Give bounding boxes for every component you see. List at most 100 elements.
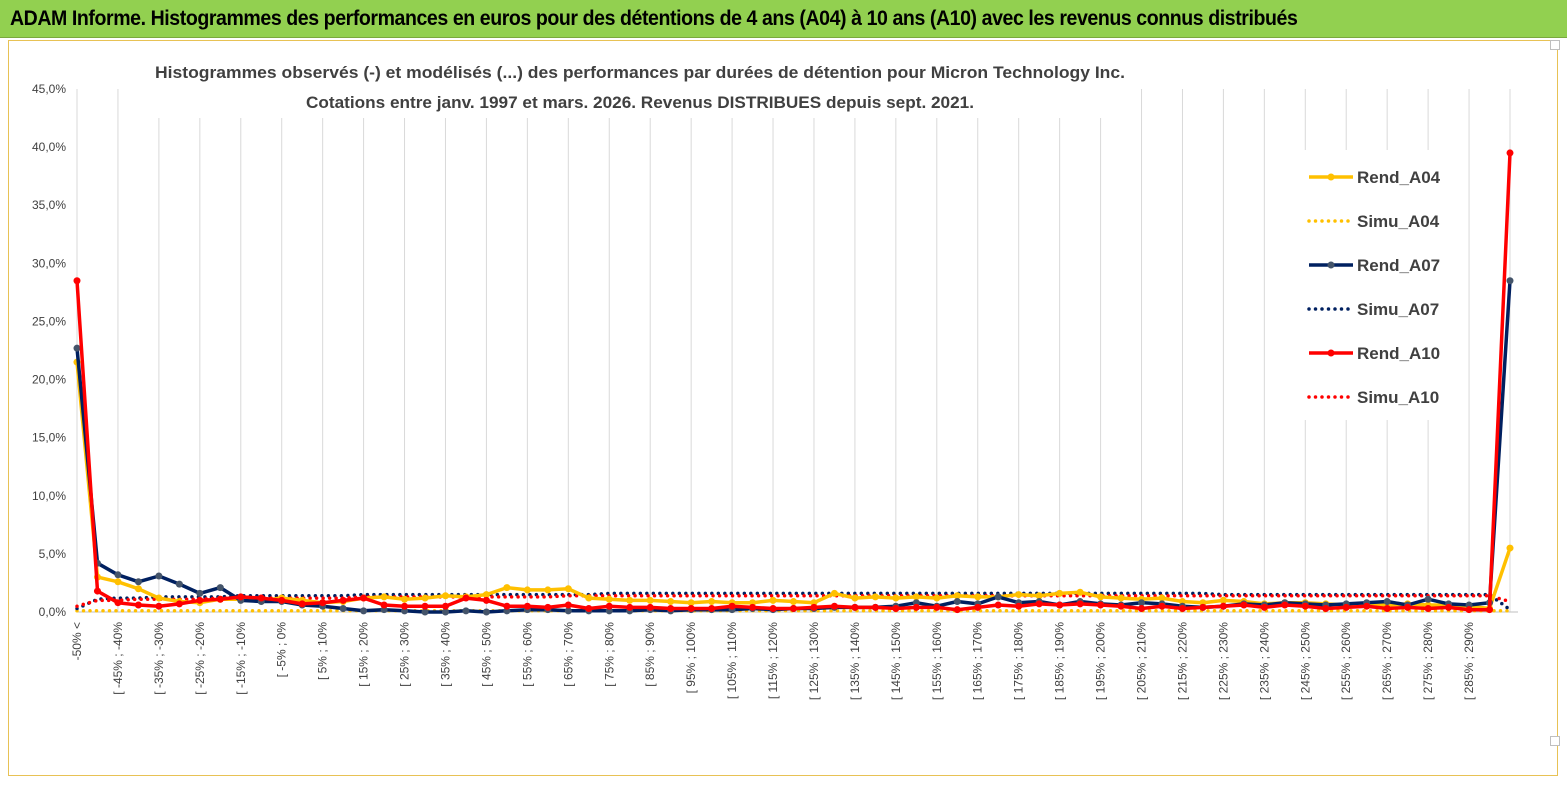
data-point <box>687 605 695 613</box>
data-point <box>1465 606 1473 614</box>
data-point <box>523 602 531 610</box>
data-point <box>237 593 245 601</box>
data-point <box>1056 589 1064 597</box>
data-point <box>851 594 859 602</box>
data-point <box>503 602 511 610</box>
data-point <box>401 602 409 610</box>
data-point <box>339 596 347 604</box>
legend-label: Simu_A04 <box>1357 212 1440 231</box>
x-tick-label: [ -35% ; -30% <box>152 622 166 695</box>
data-point <box>953 598 961 606</box>
legend-item-rend-a10[interactable]: Rend_A10 <box>1309 344 1440 363</box>
data-point <box>728 602 736 610</box>
x-tick-label: [ 95% ; 100% <box>684 622 698 694</box>
data-point <box>830 602 838 610</box>
series-rend-a04 <box>73 358 1514 613</box>
data-point <box>585 605 593 613</box>
x-tick-label: [ 5% ; 10% <box>316 622 330 680</box>
data-point <box>994 593 1002 601</box>
legend-item-simu-a07[interactable]: Simu_A07 <box>1307 300 1439 319</box>
y-tick-label: 30,0% <box>32 256 66 270</box>
data-point <box>93 587 101 595</box>
resize-handle-top-right[interactable] <box>1550 40 1560 50</box>
data-point <box>216 595 224 603</box>
data-point <box>1138 605 1146 613</box>
data-point <box>1424 595 1432 603</box>
data-point <box>1158 594 1166 602</box>
data-point <box>380 593 388 601</box>
x-tick-label: [ 135% ; 140% <box>848 622 862 700</box>
x-axis-tick-labels: -50% < [ -45% ; -40% [ -35% ; -30% [ -25% ;… <box>70 622 1476 700</box>
data-point <box>912 603 920 611</box>
legend-background <box>1298 150 1458 420</box>
data-point <box>114 571 122 579</box>
chart-gridlines <box>76 89 1511 612</box>
x-tick-label: [ -5% ; 0% <box>275 622 289 678</box>
data-point <box>482 608 490 616</box>
y-tick-label: 25,0% <box>32 314 66 328</box>
x-tick-label: [ 195% ; 200% <box>1094 622 1108 700</box>
data-point <box>994 601 1002 609</box>
data-point <box>73 277 81 285</box>
data-point <box>1015 602 1023 610</box>
x-tick-label: [ -15% ; -10% <box>234 622 248 695</box>
data-point <box>1383 605 1391 613</box>
data-point <box>482 596 490 604</box>
x-tick-label: [ -45% ; -40% <box>111 622 125 695</box>
data-point <box>298 600 306 608</box>
chart-series <box>73 149 1514 616</box>
series-rend-a10 <box>73 149 1514 614</box>
data-point <box>441 592 449 600</box>
x-tick-label: [ 285% ; 290% <box>1462 622 1476 700</box>
x-tick-label: -50% < <box>70 622 84 660</box>
chart-title-background <box>150 56 1132 118</box>
data-point <box>155 572 163 580</box>
data-point <box>421 602 429 610</box>
data-point <box>441 608 449 616</box>
data-point <box>830 589 838 597</box>
data-point <box>912 593 920 601</box>
data-point <box>769 605 777 613</box>
data-point <box>933 603 941 611</box>
legend-item-simu-a10[interactable]: Simu_A10 <box>1307 388 1439 407</box>
x-tick-label: [ 175% ; 180% <box>1012 622 1026 700</box>
series-line <box>75 361 1512 611</box>
data-point <box>1117 602 1125 610</box>
data-point <box>1383 598 1391 606</box>
data-point <box>708 598 716 606</box>
data-point <box>564 607 572 615</box>
data-point <box>626 603 634 611</box>
chart-legend[interactable]: Rend_A04 Simu_A04 Rend_A07 Simu_A07 Rend_A10… <box>1298 150 1458 420</box>
data-point <box>73 344 81 352</box>
y-tick-label: 20,0% <box>32 373 66 387</box>
resize-handle-bottom-right[interactable] <box>1550 736 1560 746</box>
data-point <box>421 594 429 602</box>
data-point <box>196 596 204 604</box>
data-point <box>339 605 347 613</box>
data-point <box>1178 605 1186 613</box>
data-point <box>1506 277 1514 285</box>
data-point <box>196 589 204 597</box>
y-tick-label: 10,0% <box>32 489 66 503</box>
data-point <box>441 602 449 610</box>
legend-item-rend-a07[interactable]: Rend_A07 <box>1309 256 1440 275</box>
data-point <box>974 603 982 611</box>
series-line <box>75 593 1512 608</box>
x-tick-label: [ 145% ; 150% <box>889 622 903 700</box>
data-point <box>646 603 654 611</box>
data-point <box>933 594 941 602</box>
data-point <box>974 593 982 601</box>
data-point <box>544 603 552 611</box>
legend-item-rend-a04[interactable]: Rend_A04 <box>1309 168 1441 187</box>
data-point <box>1363 602 1371 610</box>
x-tick-label: [ 215% ; 220% <box>1175 622 1189 700</box>
data-point <box>1138 599 1146 607</box>
data-point <box>1199 603 1207 611</box>
data-point <box>790 605 797 613</box>
x-tick-label: [ -25% ; -20% <box>193 622 207 695</box>
data-point <box>1424 605 1432 613</box>
data-point <box>1506 544 1514 552</box>
x-tick-label: [ 25% ; 30% <box>398 622 412 687</box>
legend-item-simu-a04[interactable]: Simu_A04 <box>1307 212 1440 231</box>
data-point <box>1486 606 1494 614</box>
